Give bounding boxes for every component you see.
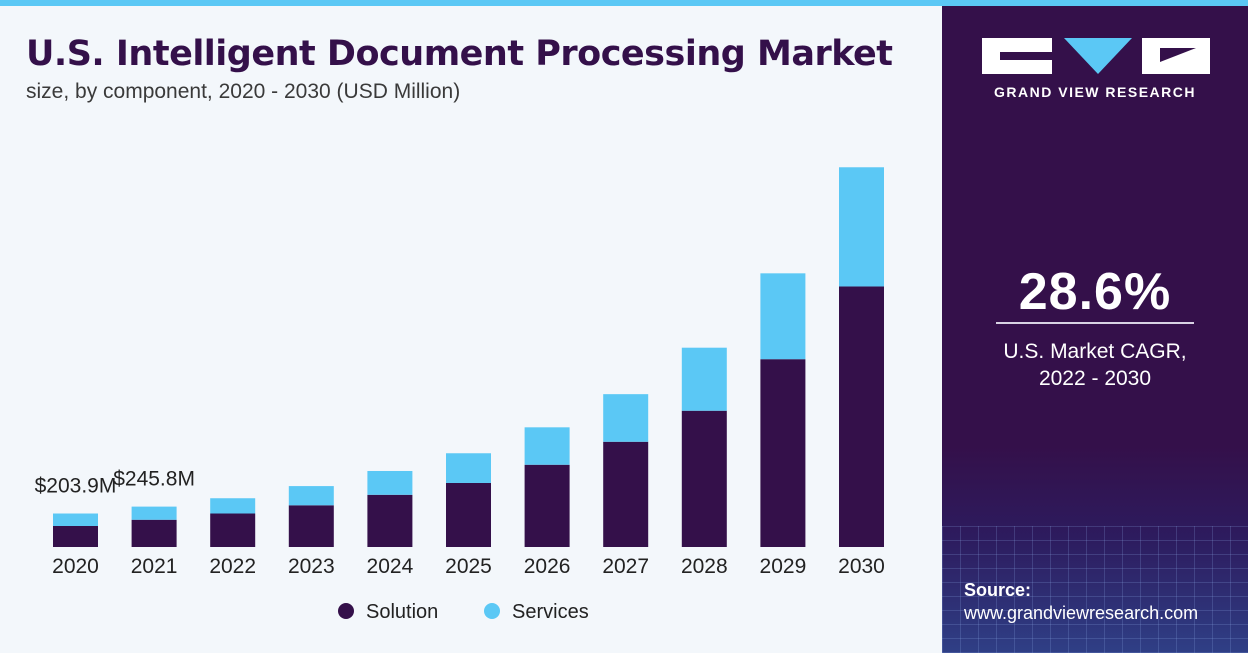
brand-name: GRAND VIEW RESEARCH — [994, 84, 1196, 100]
bar-solution-2026 — [524, 464, 570, 547]
chart-panel: U.S. Intelligent Document Processing Mar… — [0, 6, 942, 653]
bar-services-2027 — [603, 394, 649, 442]
x-tick-label-2029: 2029 — [760, 555, 807, 578]
chart-subtitle: size, by component, 2020 - 2030 (USD Mil… — [26, 80, 461, 103]
bar-solution-2024 — [367, 494, 413, 547]
source-label: Source: — [964, 580, 1032, 600]
data-label-2021: $245.8M — [113, 468, 195, 491]
x-tick-label-2028: 2028 — [681, 555, 728, 578]
bar-solution-2022 — [210, 513, 256, 547]
bar-solution-2029 — [760, 359, 806, 547]
cagr-divider — [996, 322, 1194, 324]
bar-services-2030 — [839, 167, 884, 287]
x-tick-label-2023: 2023 — [288, 555, 335, 578]
cagr-value: 28.6% — [1018, 263, 1172, 321]
side-panel: GRAND VIEW RESEARCH 28.6% U.S. Market CA… — [942, 6, 1248, 653]
legend-label-solution: Solution — [366, 601, 438, 623]
bar-solution-2028 — [681, 410, 727, 547]
bar-solution-2030 — [839, 286, 884, 547]
x-tick-label-2030: 2030 — [838, 555, 885, 578]
bar-solution-2020 — [53, 525, 98, 547]
cagr-label-line2: 2022 - 2030 — [1038, 367, 1152, 390]
bar-services-2021 — [131, 506, 177, 520]
bar-solution-2021 — [131, 519, 177, 547]
x-tick-label-2025: 2025 — [445, 555, 492, 578]
bar-solution-2025 — [446, 482, 491, 547]
bar-services-2025 — [446, 453, 491, 483]
bar-services-2024 — [367, 470, 413, 495]
bar-solution-2027 — [603, 441, 649, 547]
bar-services-2026 — [524, 427, 570, 465]
gvr-logo-icon — [982, 38, 1210, 74]
bar-services-2023 — [288, 486, 334, 506]
cagr-label: U.S. Market CAGR, 2022 - 2030 — [942, 338, 1248, 392]
x-tick-label-2027: 2027 — [602, 555, 649, 578]
x-tick-label-2022: 2022 — [209, 555, 256, 578]
legend-marker-services — [484, 603, 500, 619]
data-label-2020: $203.9M — [35, 475, 117, 498]
legend-marker-solution — [338, 603, 354, 619]
x-tick-label-2020: 2020 — [52, 555, 99, 578]
bar-services-2028 — [681, 347, 727, 411]
source-url[interactable]: www.grandviewresearch.com — [964, 603, 1199, 623]
bar-services-2029 — [760, 273, 806, 360]
bar-solution-2023 — [288, 505, 334, 547]
bar-services-2020 — [53, 513, 98, 526]
x-tick-label-2024: 2024 — [367, 555, 414, 578]
cagr-label-line1: U.S. Market CAGR, — [1003, 340, 1187, 363]
legend-label-services: Services — [512, 601, 589, 623]
top-accent-rule — [0, 0, 1248, 6]
chart-title: U.S. Intelligent Document Processing Mar… — [26, 34, 893, 74]
x-tick-label-2021: 2021 — [131, 555, 178, 578]
grid-floor-decoration — [942, 526, 1248, 653]
bar-services-2022 — [210, 498, 256, 514]
stacked-bar-chart: 2020 2021 2022 2023 2024 2025 2026 2027 2028 2029… — [35, 167, 885, 623]
x-tick-label-2026: 2026 — [524, 555, 571, 578]
